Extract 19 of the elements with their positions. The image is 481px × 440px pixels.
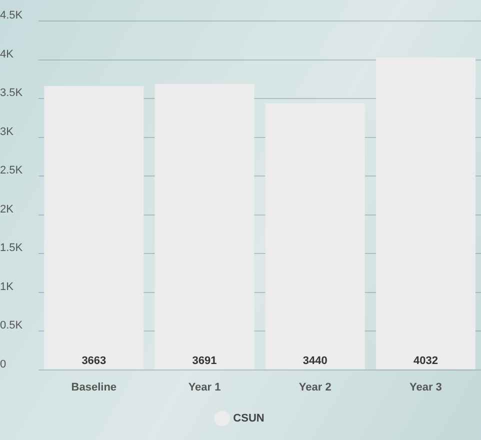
x-tick-label: Year 3: [409, 381, 442, 394]
x-tick-label: Year 2: [298, 381, 332, 394]
y-tick-label: 4.5K: [0, 10, 24, 22]
x-tick-label: Baseline: [71, 381, 117, 394]
x-tick-label: Year 1: [188, 381, 221, 394]
y-tick-label: 2K: [0, 203, 14, 216]
data-label: 4032: [413, 354, 438, 367]
y-tick-label: 0: [0, 358, 6, 370]
y-tick-label: 1K: [0, 280, 14, 293]
data-label: 3663: [82, 354, 106, 367]
y-tick-label: 1.5K: [0, 242, 24, 254]
legend-label: CSUN: [233, 412, 264, 425]
y-tick-label: 3K: [0, 126, 14, 138]
data-label: 3691: [192, 354, 217, 367]
y-tick-label: 4K: [0, 48, 14, 60]
y-tick-label: 0.5K: [0, 320, 24, 332]
y-tick-label: 2.5K: [0, 164, 24, 177]
data-label: 3440: [302, 354, 328, 367]
y-tick-label: 3.5K: [0, 87, 24, 100]
